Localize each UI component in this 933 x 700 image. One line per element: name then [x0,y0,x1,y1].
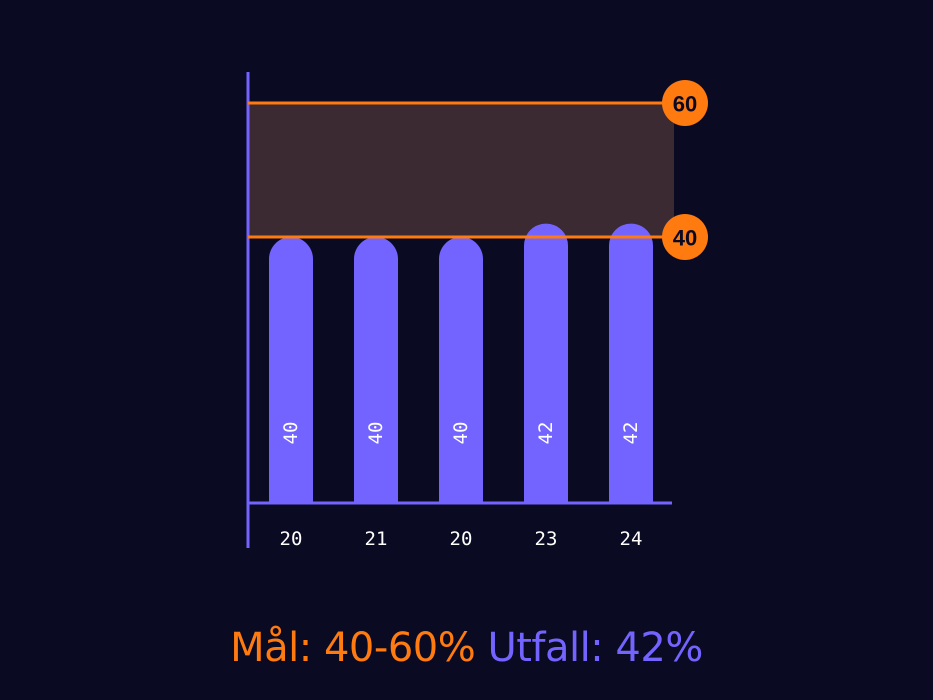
x-tick-label: 20 [280,528,303,550]
bar-value-label: 42 [535,422,557,445]
target-range-band [248,103,674,237]
bar [609,223,653,503]
outcome-text: Utfall: 42% [487,625,703,671]
x-tick-label: 24 [620,528,643,550]
x-tick-label: 20 [450,528,473,550]
bar [439,237,483,503]
goal-text: Mål: 40-60% [230,625,476,671]
target-high-badge [662,80,708,126]
target-high-badge-label: 60 [673,92,697,117]
bar-value-label: 40 [365,422,387,445]
bar [354,237,398,503]
bar-value-label: 42 [620,422,642,445]
x-tick-label: 23 [535,528,558,550]
bar [269,237,313,503]
result-caption: Mål: 40-60% Utfall: 42% [0,620,933,676]
bar-value-label: 40 [280,422,302,445]
bar-value-label: 40 [450,422,472,445]
bar [524,223,568,503]
x-tick-label: 21 [365,528,388,550]
target-low-badge [662,214,708,260]
target-low-badge-label: 40 [673,226,697,251]
